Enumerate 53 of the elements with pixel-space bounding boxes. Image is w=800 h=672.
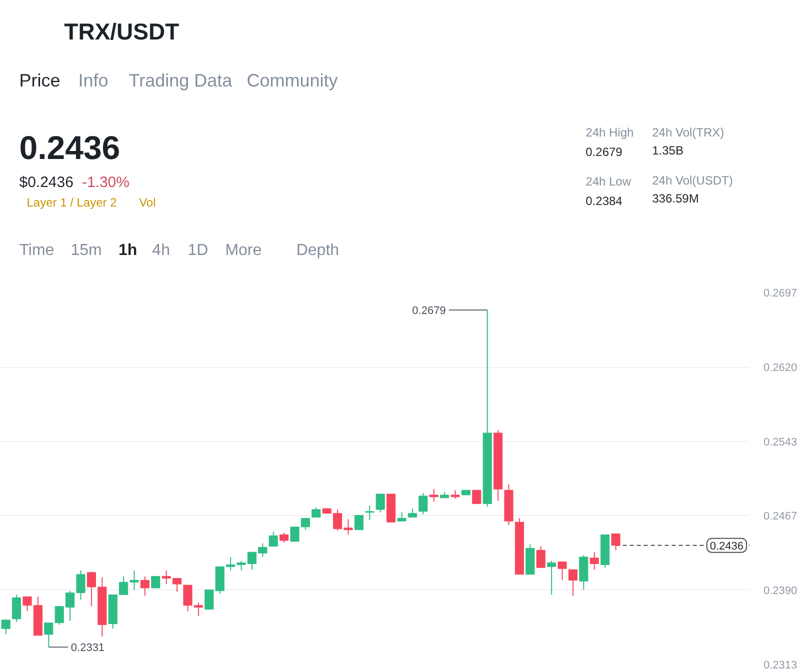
text: 24h High: [586, 126, 634, 140]
candlestick: [12, 594, 22, 622]
candlestick: [268, 531, 278, 547]
text: -1.30%: [82, 174, 130, 191]
text: Time: [19, 242, 54, 259]
y-tick-label: 0.2697: [764, 288, 798, 300]
candlestick: [558, 561, 567, 581]
text: 15m: [70, 242, 102, 259]
y-tick-label: 0.2390: [764, 584, 798, 597]
candlestick: [280, 532, 289, 543]
text: 24h Vol(USDT): [652, 174, 733, 188]
annotation: 0.2331: [70, 642, 105, 654]
text: Trading Data: [128, 70, 234, 90]
y-tick-label: 0.2467: [764, 510, 798, 522]
candlestick: [611, 533, 620, 551]
candlestick: [365, 505, 374, 521]
text: More: [225, 242, 262, 259]
candlestick: [151, 576, 160, 588]
text: Depth: [296, 242, 340, 259]
text: 0.2679: [586, 145, 623, 159]
candlestick: [429, 488, 438, 502]
annotation: 0.2679: [412, 304, 446, 317]
candlestick: [568, 569, 578, 596]
text: 336.59M: [652, 192, 699, 206]
text: 0.2436: [19, 129, 120, 166]
candlestick: [376, 494, 385, 513]
text: Community: [246, 70, 338, 90]
text: 1D: [188, 242, 208, 259]
text: 1.35B: [652, 144, 684, 158]
candlestick: [354, 514, 364, 530]
y-tick-label: 0.2313: [764, 660, 798, 672]
ref-line-label: 0.2436: [710, 540, 744, 552]
text: $0.2436: [19, 174, 74, 191]
text: 0.2384: [586, 194, 623, 208]
text: TRX/USDT: [64, 18, 180, 44]
candlestick: [1, 619, 10, 635]
y-tick-label: 0.2620: [764, 362, 798, 374]
text: 24h Vol(TRX): [652, 126, 724, 140]
candlestick: [418, 492, 428, 515]
text: Vol: [139, 196, 156, 210]
text: Info: [78, 70, 108, 90]
text: 1h: [118, 242, 138, 259]
text: Price: [19, 70, 60, 90]
text: 24h Low: [586, 174, 632, 188]
candlestick: [312, 507, 321, 518]
candlestick: [536, 546, 546, 568]
candlestick: [472, 490, 482, 504]
candlestick: [547, 560, 556, 596]
text: 4h: [152, 242, 170, 259]
candlestick: [140, 576, 150, 596]
text: Layer 1 / Layer 2: [26, 196, 118, 210]
candlestick: [590, 552, 599, 570]
y-tick-label: 0.2543: [764, 436, 798, 449]
